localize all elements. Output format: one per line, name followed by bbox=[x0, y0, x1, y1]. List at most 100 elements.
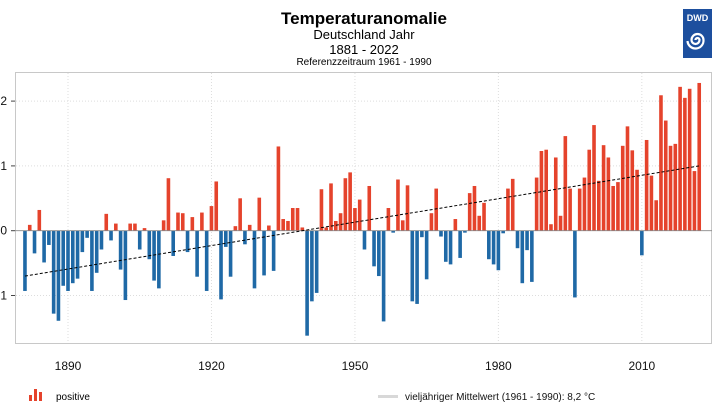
bar-1943 bbox=[319, 189, 324, 231]
bar-1949 bbox=[348, 172, 352, 231]
bar-1975 bbox=[472, 185, 477, 231]
trend-line bbox=[24, 165, 700, 277]
bar-2012 bbox=[649, 175, 654, 231]
legend-mean-label: vieljähriger Mittelwert (1961 - 1990): 8… bbox=[405, 392, 595, 403]
bar-1902 bbox=[123, 230, 128, 301]
bar-1951 bbox=[357, 199, 362, 231]
bar-2010 bbox=[640, 230, 644, 256]
chart-subtitle: Deutschland Jahr bbox=[313, 27, 415, 42]
bar-1973 bbox=[463, 230, 467, 233]
bar-1888 bbox=[56, 230, 61, 321]
bar-1963 bbox=[415, 230, 419, 304]
bar-1925 bbox=[233, 226, 238, 231]
bar-1896 bbox=[94, 230, 99, 273]
bar-1928 bbox=[247, 224, 252, 231]
bar-2006 bbox=[620, 145, 625, 231]
bar-1952 bbox=[362, 230, 367, 250]
bar-1915 bbox=[185, 230, 190, 253]
bar-1935 bbox=[281, 219, 285, 231]
bar-1984 bbox=[515, 230, 520, 249]
bar-1989 bbox=[539, 150, 544, 231]
bar-1909 bbox=[157, 230, 161, 289]
y-tick-label: 2 bbox=[0, 94, 7, 108]
bar-1991 bbox=[549, 224, 553, 231]
bar-2011 bbox=[644, 139, 649, 231]
bar-2007 bbox=[625, 126, 630, 231]
bar-1965 bbox=[424, 230, 429, 280]
bar-2013 bbox=[654, 200, 658, 231]
dwd-logo: DWD bbox=[683, 9, 712, 58]
bar-1917 bbox=[195, 230, 199, 277]
bar-1882 bbox=[27, 224, 32, 231]
bar-1899 bbox=[109, 230, 113, 241]
bar-1993 bbox=[558, 215, 563, 231]
bar-2017 bbox=[673, 143, 678, 231]
x-tick-label: 1950 bbox=[342, 359, 369, 373]
bar-1945 bbox=[329, 183, 333, 231]
bar-1938 bbox=[295, 208, 300, 231]
bar-1937 bbox=[290, 208, 295, 231]
bar-1923 bbox=[224, 230, 228, 247]
logo-text: DWD bbox=[687, 13, 709, 23]
bar-1908 bbox=[152, 230, 156, 281]
bar-1916 bbox=[190, 217, 195, 231]
chart-period: 1881 - 2022 bbox=[329, 42, 398, 57]
bar-1962 bbox=[410, 230, 415, 302]
bar-2020 bbox=[687, 88, 692, 231]
legend-mean-icon bbox=[378, 395, 398, 398]
bar-1891 bbox=[70, 230, 75, 284]
bar-1895 bbox=[90, 230, 94, 291]
bar-1966 bbox=[429, 213, 434, 231]
bar-1900 bbox=[114, 223, 118, 231]
bar-2003 bbox=[606, 157, 611, 231]
bar-2018 bbox=[678, 86, 682, 231]
bar-2000 bbox=[592, 125, 596, 231]
bar-2019 bbox=[683, 97, 687, 231]
bar-1936 bbox=[286, 220, 290, 231]
bar-1944 bbox=[324, 227, 329, 231]
bar-1970 bbox=[448, 230, 453, 265]
bar-1999 bbox=[587, 149, 592, 231]
bar-1903 bbox=[128, 223, 132, 231]
bar-1967 bbox=[434, 188, 439, 231]
spiral-icon bbox=[686, 32, 705, 50]
bar-1904 bbox=[133, 223, 137, 231]
bar-2002 bbox=[601, 145, 606, 231]
bar-1907 bbox=[147, 230, 152, 260]
bar-1998 bbox=[582, 177, 587, 231]
bar-1892 bbox=[75, 230, 80, 279]
bar-1950 bbox=[353, 208, 357, 231]
chart-reference: Referenzzeitraum 1961 - 1990 bbox=[296, 57, 432, 68]
y-tick-label: 0 bbox=[0, 224, 7, 238]
bar-2009 bbox=[635, 169, 639, 231]
bar-1914 bbox=[180, 213, 185, 231]
bar-1997 bbox=[577, 188, 582, 231]
bar-1934 bbox=[276, 146, 281, 231]
bar-2021 bbox=[692, 171, 697, 231]
bar-1978 bbox=[487, 230, 491, 260]
legend-positive-label: positive bbox=[56, 392, 90, 403]
bar-1948 bbox=[343, 178, 348, 231]
bar-1933 bbox=[271, 230, 276, 271]
bar-1977 bbox=[482, 202, 486, 231]
bar-1982 bbox=[506, 188, 510, 231]
bar-1954 bbox=[372, 230, 376, 267]
bar-1897 bbox=[99, 230, 104, 250]
bar-1918 bbox=[200, 212, 204, 231]
bar-1969 bbox=[443, 230, 448, 262]
bar-1912 bbox=[171, 230, 176, 256]
bar-1956 bbox=[381, 230, 386, 322]
bar-1922 bbox=[219, 230, 223, 300]
bar-1995 bbox=[568, 188, 572, 231]
bar-1884 bbox=[37, 209, 42, 231]
bar-1946 bbox=[333, 220, 338, 231]
bar-1890 bbox=[66, 230, 70, 291]
bar-1971 bbox=[453, 219, 458, 231]
bar-2015 bbox=[663, 120, 668, 231]
bar-1981 bbox=[501, 230, 505, 234]
bar-1972 bbox=[458, 230, 462, 258]
bar-1940 bbox=[305, 230, 309, 336]
bar-1985 bbox=[520, 230, 525, 284]
bar-2005 bbox=[616, 182, 620, 231]
bar-1901 bbox=[118, 230, 123, 270]
